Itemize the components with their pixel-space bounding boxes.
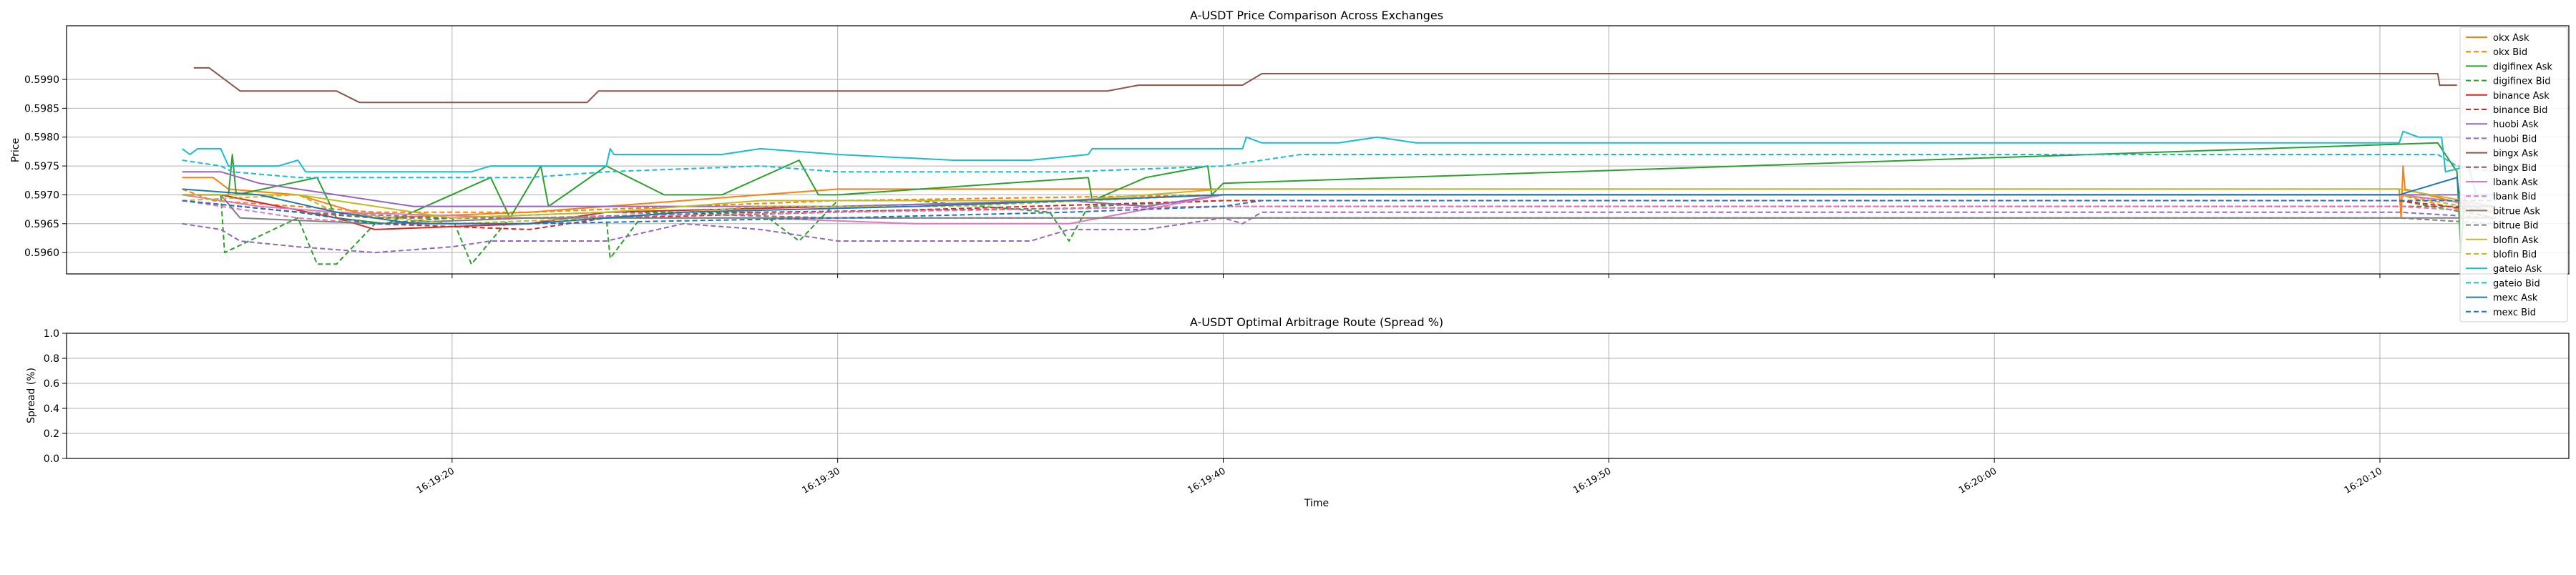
price-series-group [182, 67, 2496, 265]
spread-y-tick-label: 1.0 [44, 328, 59, 340]
legend-label: bitrue Bid [2493, 221, 2538, 232]
spread-chart-title: A-USDT Optimal Arbitrage Route (Spread %… [1190, 315, 1443, 329]
series-line-lbank-bid [182, 200, 2496, 225]
spread-plot-frame [66, 333, 2570, 459]
legend-label: binance Ask [2493, 91, 2550, 102]
spread-y-tick-label: 0.6 [44, 378, 59, 390]
spread-y-tick-label: 0.0 [44, 453, 59, 465]
series-line-mexc-bid [182, 200, 2496, 225]
legend-label: okx Ask [2493, 33, 2529, 44]
legend-label: lbank Ask [2493, 177, 2538, 188]
legend-label: huobi Bid [2493, 134, 2537, 144]
legend-label: blofin Bid [2493, 250, 2537, 260]
legend-label: bingx Bid [2493, 163, 2537, 174]
series-line-digifinex-ask [182, 142, 2496, 254]
price-y-tick-label: 0.5985 [24, 103, 59, 114]
price-y-tick-label: 0.5960 [24, 247, 59, 259]
price-x-ticks [452, 274, 2381, 278]
spread-y-axis-label: Spread (%) [26, 368, 37, 423]
price-plot-frame [66, 25, 2570, 275]
series-line-bitrue-bid [182, 200, 2496, 225]
legend-label: bitrue Ask [2493, 206, 2540, 217]
legend-label: blofin Ask [2493, 235, 2539, 246]
series-line-bingx-ask [193, 67, 2457, 104]
series-line-okx-ask [182, 165, 2496, 219]
series-line-huobi-bid [182, 211, 2496, 254]
legend-label: lbank Bid [2493, 192, 2537, 202]
series-line-gateio-bid [182, 154, 2496, 179]
legend-label: okx Bid [2493, 47, 2527, 58]
price-y-tick-label: 0.5975 [24, 161, 59, 172]
price-y-axis-label: Price [10, 138, 21, 162]
legend-label: mexc Ask [2493, 293, 2538, 304]
legend-label: gateio Ask [2493, 264, 2542, 275]
price-y-tick-label: 0.5965 [24, 219, 59, 230]
legend-label: mexc Bid [2493, 308, 2536, 318]
spread-y-tick-label: 0.2 [44, 428, 59, 440]
price-legend: okx Ask okx Bid digifinex Ask digifinex Bid… [2459, 26, 2568, 323]
series-line-mexc-ask [182, 177, 2496, 225]
price-y-tick-label: 0.5970 [24, 190, 59, 201]
spread-y-ticks: 0.0 0.2 0.4 0.6 0.8 1.0 [44, 328, 67, 465]
price-y-ticks: 0.5960 0.5965 0.5970 0.5975 0.5980 0.5985 0.59… [24, 74, 67, 259]
spread-y-tick-label: 0.8 [44, 353, 59, 365]
series-line-gateio-ask [182, 130, 2496, 196]
x-axis-label: Time [1304, 498, 1329, 509]
series-line-digifinex-bid [182, 194, 2496, 265]
legend-label: gateio Bid [2493, 278, 2540, 289]
series-line-blofin-ask [182, 188, 2496, 219]
legend-box [2459, 26, 2568, 323]
legend-label: binance Bid [2493, 105, 2547, 116]
price-chart-title: A-USDT Price Comparison Across Exchanges [1190, 9, 1443, 22]
legend-label: bingx Ask [2493, 149, 2539, 159]
legend-label: digifinex Bid [2493, 77, 2551, 87]
spread-y-tick-label: 0.4 [44, 403, 59, 415]
legend-label: huobi Ask [2493, 119, 2539, 130]
price-chart: A-USDT Price Comparison Across Exchanges… [10, 9, 2570, 323]
price-y-tick-label: 0.5980 [24, 132, 59, 144]
legend-label: digifinex Ask [2493, 62, 2552, 72]
price-y-tick-label: 0.5990 [24, 74, 59, 86]
